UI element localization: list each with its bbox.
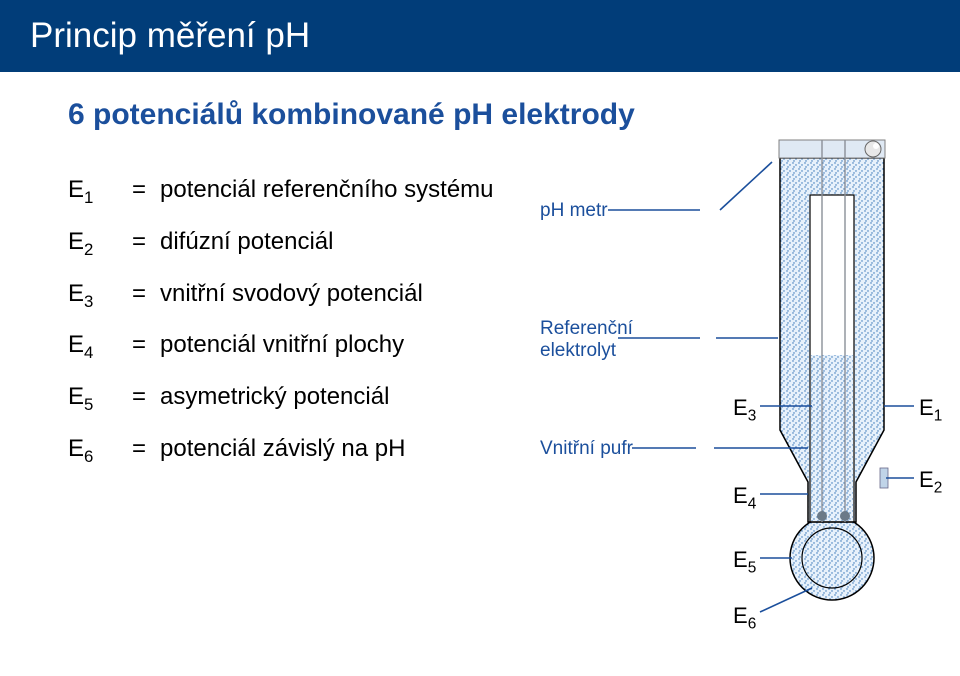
electrode-diagram bbox=[0, 0, 960, 676]
label-e4: E4 bbox=[733, 483, 756, 513]
label-ph-metr: pH metr bbox=[540, 200, 608, 222]
label-e6: E6 bbox=[733, 603, 756, 633]
slide: Princip měření pH 6 potenciálů kombinova… bbox=[0, 0, 960, 676]
label-e5: E5 bbox=[733, 547, 756, 577]
label-reference-electrolyte: Referenčníelektrolyt bbox=[540, 318, 633, 362]
label-inner-buffer: Vnitřní pufr bbox=[540, 438, 633, 460]
label-e3: E3 bbox=[733, 395, 756, 425]
label-e2: E2 bbox=[919, 467, 942, 497]
label-e1: E1 bbox=[919, 395, 942, 425]
